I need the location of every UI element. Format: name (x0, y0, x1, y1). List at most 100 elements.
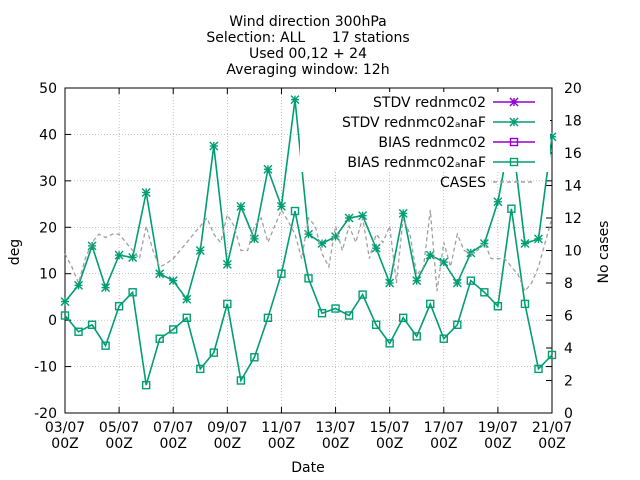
point-star (493, 197, 503, 207)
y2-tick-label: 10 (564, 244, 582, 260)
x-tick-label-date: 03/07 (45, 420, 85, 436)
legend-entry: BIAS rednmc02ₐnaF (347, 155, 535, 171)
axes: -20-10010203040500246810121416182003/070… (34, 81, 582, 452)
legend-label: BIAS rednmc02ₐnaF (347, 155, 486, 171)
y-axis-label: deg (7, 239, 23, 265)
legend-label: CASES (440, 175, 486, 191)
y-tick-label: 50 (39, 81, 57, 97)
legend-entry: STDV rednmc02 (373, 95, 535, 111)
point-star (128, 252, 138, 262)
point-star (412, 276, 422, 286)
series-0 (60, 95, 557, 307)
y2-tick-label: 12 (564, 211, 582, 227)
y2-tick-label: 20 (564, 81, 582, 97)
x-axis-label: Date (291, 460, 324, 476)
x-tick-label-hour: 00Z (51, 436, 78, 452)
y-tick-label: 0 (48, 313, 57, 329)
point-square (493, 302, 503, 311)
x-tick-label-hour: 00Z (268, 436, 295, 452)
point-square (250, 353, 259, 362)
point-star (195, 246, 205, 255)
point-star (398, 208, 408, 218)
point-star (236, 201, 246, 211)
point-square (263, 313, 273, 323)
point-square (236, 376, 246, 385)
x-tick-label-hour: 00Z (105, 436, 132, 452)
x-tick-label-date: 19/07 (478, 420, 518, 436)
y-tick-label: -20 (34, 406, 57, 422)
x-tick-label-hour: 00Z (538, 436, 565, 452)
legend-entry: BIAS rednmc02 (378, 135, 535, 151)
point-square (141, 380, 151, 390)
y2-tick-label: 16 (564, 146, 582, 162)
y2-tick-label: 14 (564, 179, 582, 195)
title-line-1: Wind direction 300hPa (229, 14, 386, 30)
y2-tick-label: 8 (564, 276, 573, 292)
x-tick-label-hour: 00Z (484, 436, 511, 452)
series-2 (64, 208, 553, 293)
title-line-4: Averaging window: 12h (226, 62, 389, 78)
point-square (385, 339, 394, 348)
point-square (209, 348, 219, 357)
series-layer (60, 95, 557, 390)
y2-tick-label: 0 (564, 406, 573, 422)
x-tick-label-date: 13/07 (315, 420, 355, 436)
point-square (480, 288, 489, 297)
series-1 (60, 204, 557, 390)
point-star (101, 283, 111, 293)
point-square (509, 157, 519, 167)
point-square (507, 204, 516, 213)
series-line (64, 208, 553, 386)
point-square (331, 304, 340, 313)
point-square (101, 341, 110, 350)
legend-background (300, 92, 550, 172)
point-star (141, 187, 151, 197)
x-tick-label-hour: 00Z (160, 436, 187, 452)
point-square (304, 274, 313, 283)
point-square (114, 302, 124, 311)
point-square (398, 313, 408, 323)
title-line-3: Used 00,12 + 24 (249, 46, 367, 62)
point-square (371, 320, 381, 329)
point-square (155, 334, 164, 343)
point-square (412, 332, 421, 341)
x-tick-label-date: 07/07 (153, 420, 193, 436)
legend-label: STDV rednmc02 (373, 95, 486, 111)
title-line-2: Selection: ALL 17 stations (206, 30, 409, 46)
point-star (263, 164, 273, 174)
y-tick-label: 20 (39, 220, 57, 236)
y2-tick-label: 2 (564, 374, 573, 390)
x-tick-label-hour: 00Z (376, 436, 403, 452)
legend: STDV rednmc02 STDV rednmc02ₐnaF BIAS rednm… (300, 92, 550, 191)
point-star (114, 250, 124, 260)
point-square (169, 325, 178, 334)
point-square (344, 311, 354, 320)
point-star (425, 250, 435, 260)
point-star (533, 234, 543, 244)
point-square (317, 308, 327, 318)
point-square (223, 299, 232, 309)
point-star (168, 276, 178, 286)
y-tick-label: 30 (39, 174, 57, 190)
x-tick-label-date: 21/07 (532, 420, 572, 436)
series-line (64, 208, 553, 293)
point-square (277, 269, 286, 278)
y2-tick-label: 4 (564, 341, 573, 357)
point-square (509, 137, 519, 147)
point-square (466, 276, 476, 285)
x-tick-label-date: 11/07 (261, 420, 301, 436)
legend-entry: STDV rednmc02ₐnaF (342, 115, 535, 131)
point-square (426, 299, 435, 309)
point-star (222, 259, 232, 269)
x-tick-label-date: 09/07 (207, 420, 247, 436)
point-square (74, 327, 83, 336)
point-star (209, 141, 219, 151)
point-star (87, 241, 97, 251)
point-star (290, 95, 300, 105)
x-tick-label-date: 15/07 (369, 420, 409, 436)
point-star (509, 117, 519, 127)
x-tick-label-hour: 00Z (430, 436, 457, 452)
x-tick-label-date: 05/07 (99, 420, 139, 436)
point-square (60, 311, 70, 320)
point-star (155, 269, 165, 279)
